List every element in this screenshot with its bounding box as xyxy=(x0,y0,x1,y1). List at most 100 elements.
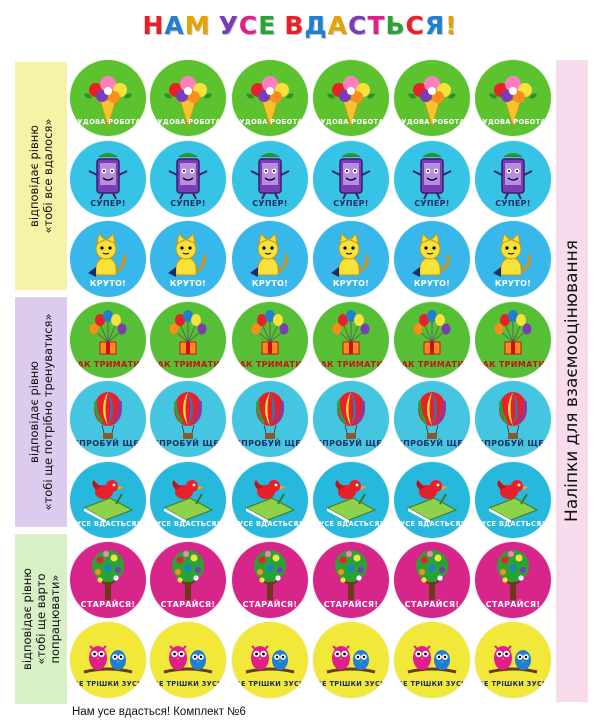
sticker-caption: УСЕ ВДАСТЬСЯ! xyxy=(238,520,302,528)
sticker: СПРОБУЙ ЩЕ! xyxy=(475,381,551,457)
sticker-caption: СУПЕР! xyxy=(252,199,288,208)
sticker: КРУТО! xyxy=(394,221,470,297)
bird-book-icon xyxy=(487,480,539,523)
sticker-caption: ЧУДОВА РОБОТА! xyxy=(151,118,225,126)
sticker: УСЕ ВДАСТЬСЯ! xyxy=(150,462,226,538)
sticker-caption: СПРОБУЙ ЩЕ! xyxy=(73,439,143,448)
sticker: ТАК ТРИМАТИ! xyxy=(150,302,226,378)
title-letter: М xyxy=(184,11,211,40)
sticker-caption: ТАК ТРИМАТИ! xyxy=(314,360,388,369)
sticker: ТАК ТРИМАТИ! xyxy=(475,302,551,378)
sticker-caption: УСЕ ВДАСТЬСЯ! xyxy=(481,520,545,528)
sticker-caption: СПРОБУЙ ЩЕ! xyxy=(235,439,305,448)
sticker: КРУТО! xyxy=(313,221,389,297)
sticker-caption: ТАК ТРИМАТИ! xyxy=(233,360,307,369)
sticker-caption: ЧУДОВА РОБОТА! xyxy=(395,118,469,126)
cat-icon xyxy=(331,233,369,277)
sticker: ЩЕ ТРІШКИ ЗУСИЛЬ! xyxy=(70,622,146,698)
sticker-caption: СТАРАЙСЯ! xyxy=(485,600,541,609)
title-letter: А xyxy=(327,11,349,40)
title-letter: А xyxy=(164,11,185,40)
owls-icon xyxy=(163,645,213,674)
sticker-caption: КРУТО! xyxy=(251,279,289,288)
sticker-caption: СУПЕР! xyxy=(90,199,126,208)
balloons-icon xyxy=(89,310,127,355)
level-band-work: відповідає рівню «тобі ще варто попрацюв… xyxy=(15,534,67,704)
sticker-caption: СПРОБУЙ ЩЕ! xyxy=(478,439,548,448)
bird-book-icon xyxy=(244,480,296,523)
title-letter: С xyxy=(348,11,368,40)
sticker-caption: СПРОБУЙ ЩЕ! xyxy=(316,439,386,448)
sticker-caption: КРУТО! xyxy=(89,279,127,288)
hot-air-balloon-icon xyxy=(174,392,202,439)
cat-icon xyxy=(250,233,288,277)
bouquet-icon xyxy=(408,76,456,128)
sticker-caption: ЩЕ ТРІШКИ ЗУСИЛЬ! xyxy=(150,680,226,688)
title-letter: Е xyxy=(258,11,277,40)
owls-icon xyxy=(326,645,376,674)
sticker-caption: УСЕ ВДАСТЬСЯ! xyxy=(319,520,383,528)
sticker: ТАК ТРИМАТИ! xyxy=(313,302,389,378)
sticker: ЧУДОВА РОБОТА! xyxy=(150,60,226,136)
sticker-caption: СТАРАЙСЯ! xyxy=(323,600,379,609)
title-letter: С xyxy=(405,11,425,40)
cat-icon xyxy=(493,233,531,277)
sticker: ЧУДОВА РОБОТА! xyxy=(232,60,308,136)
bouquet-icon xyxy=(489,76,537,128)
sticker: КРУТО! xyxy=(150,221,226,297)
sticker: СТАРАЙСЯ! xyxy=(475,542,551,618)
sticker-caption: ЩЕ ТРІШКИ ЗУСИЛЬ! xyxy=(232,680,308,688)
sticker: СПРОБУЙ ЩЕ! xyxy=(313,381,389,457)
title-letter: С xyxy=(238,11,259,40)
sticker-caption: СУПЕР! xyxy=(333,199,369,208)
sticker-caption: УСЕ ВДАСТЬСЯ! xyxy=(156,520,220,528)
tree-icon xyxy=(416,550,448,600)
sticker: ЩЕ ТРІШКИ ЗУСИЛЬ! xyxy=(232,622,308,698)
owls-icon xyxy=(83,645,133,674)
sticker-caption: УСЕ ВДАСТЬСЯ! xyxy=(400,520,464,528)
bird-book-icon xyxy=(406,480,458,523)
sticker: ТАК ТРИМАТИ! xyxy=(70,302,146,378)
title-letter: Д xyxy=(304,11,328,40)
balloons-icon xyxy=(413,310,451,355)
sticker-caption: УСЕ ВДАСТЬСЯ! xyxy=(76,520,140,528)
sticker: СУПЕР! xyxy=(394,141,470,217)
sticker-caption: СТАРАЙСЯ! xyxy=(160,600,216,609)
hot-air-balloon-icon xyxy=(94,392,122,439)
balloons-icon xyxy=(169,310,207,355)
tree-icon xyxy=(497,550,529,600)
phone-icon xyxy=(88,153,128,200)
sticker-caption: ТАК ТРИМАТИ! xyxy=(476,360,550,369)
sticker-caption: ЩЕ ТРІШКИ ЗУСИЛЬ! xyxy=(475,680,551,688)
title-letter: Н xyxy=(142,11,165,40)
hot-air-balloon-icon xyxy=(418,392,446,439)
balloons-icon xyxy=(494,310,532,355)
cat-icon xyxy=(88,233,126,277)
sticker-caption: ЩЕ ТРІШКИ ЗУСИЛЬ! xyxy=(70,680,146,688)
tree-icon xyxy=(172,550,204,600)
bird-book-icon xyxy=(325,480,377,523)
sticker: СПРОБУЙ ЩЕ! xyxy=(70,381,146,457)
sticker-caption: СТАРАЙСЯ! xyxy=(404,600,460,609)
owls-icon xyxy=(407,645,457,674)
balloons-icon xyxy=(332,310,370,355)
sticker-caption: СПРОБУЙ ЩЕ! xyxy=(153,439,223,448)
peer-assessment-band: Наліпки для взаємооцінювання xyxy=(556,60,588,702)
sticker-caption: ЧУДОВА РОБОТА! xyxy=(476,118,550,126)
balloons-icon xyxy=(251,310,289,355)
sticker: УСЕ ВДАСТЬСЯ! xyxy=(475,462,551,538)
sticker: ЧУДОВА РОБОТА! xyxy=(313,60,389,136)
cat-icon xyxy=(412,233,450,277)
title-letter: В xyxy=(284,11,305,40)
sticker-caption: ЧУДОВА РОБОТА! xyxy=(233,118,307,126)
sticker: ЩЕ ТРІШКИ ЗУСИЛЬ! xyxy=(150,622,226,698)
sticker: ТАК ТРИМАТИ! xyxy=(394,302,470,378)
hot-air-balloon-icon xyxy=(337,392,365,439)
sticker: КРУТО! xyxy=(70,221,146,297)
hot-air-balloon-icon xyxy=(499,392,527,439)
sticker: ЧУДОВА РОБОТА! xyxy=(70,60,146,136)
sticker: УСЕ ВДАСТЬСЯ! xyxy=(394,462,470,538)
sticker-caption: КРУТО! xyxy=(413,279,451,288)
phone-icon xyxy=(493,153,533,200)
